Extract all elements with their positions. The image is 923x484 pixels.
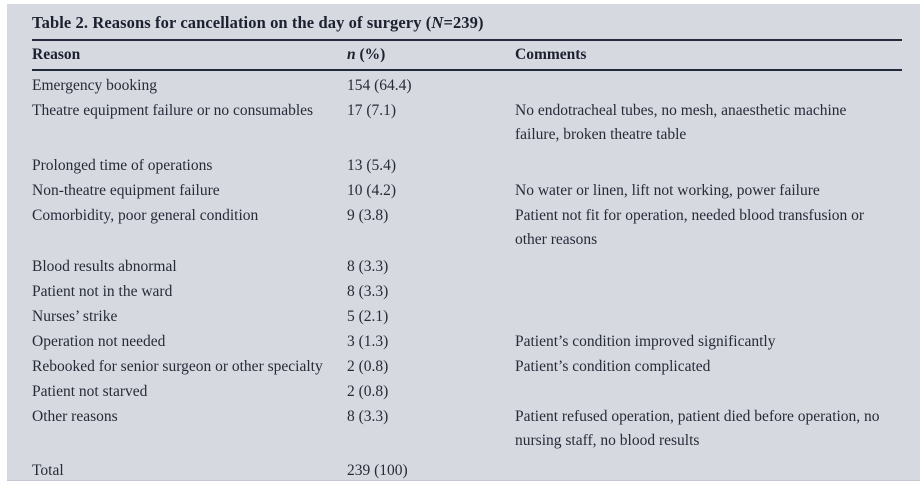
cell-reason: Total (32, 461, 64, 479)
cell-reason: Nurses’ strike (32, 308, 118, 325)
cell-comments (515, 70, 902, 99)
cell-comments (515, 454, 902, 484)
table-row: Other reasons 8 (3.3) Patient refused op… (32, 405, 902, 454)
cell-n: 8 (3.3) (347, 408, 389, 425)
table-row: Comorbidity, poor general condition 9 (3… (32, 203, 902, 252)
table-row: Operation not needed 3 (1.3) Patient’s c… (32, 330, 902, 355)
header-row: Reason n (%) Comments (32, 41, 902, 71)
cell-reason: Other reasons (32, 408, 118, 425)
table-body: Emergency booking 154 (64.4) Theatre equ… (32, 70, 902, 483)
cell-comments: No endotracheal tubes, no mesh, anaesthe… (515, 102, 847, 143)
table-row: Patient not starved 2 (0.8) (32, 380, 902, 405)
cell-comments (515, 380, 902, 405)
cell-reason: Comorbidity, poor general condition (32, 206, 259, 224)
table-row: Patient not in the ward 8 (3.3) (32, 280, 902, 305)
cell-reason: Non-theatre equipment failure (32, 181, 220, 199)
header-n-rest: (%) (355, 46, 386, 63)
cell-comments (515, 148, 902, 179)
cell-reason: Theatre equipment failure or no consumab… (32, 102, 314, 119)
cell-comments: Patient’s condition improved significant… (515, 333, 776, 350)
cell-n: 2 (0.8) (347, 358, 389, 375)
table-row: Total 239 (100) (32, 454, 902, 484)
table-row: Non-theatre equipment failure 10 (4.2) N… (32, 178, 902, 203)
cell-comments: No water or linen, lift not working, pow… (515, 181, 820, 199)
cell-n: 5 (2.1) (347, 308, 389, 325)
cell-comments: Patient’s condition complicated (515, 358, 711, 375)
cell-comments: Patient refused operation, patient died … (515, 408, 880, 449)
cell-reason: Patient not starved (32, 383, 148, 400)
table-title-nvar: N (431, 13, 444, 32)
header-n-percent: n (%) (347, 41, 515, 71)
table-row: Emergency booking 154 (64.4) (32, 70, 902, 99)
cell-reason: Emergency booking (32, 77, 157, 94)
table-panel: Table 2. Reasons for cancellation on the… (7, 4, 920, 481)
reasons-table: Reason n (%) Comments Emergency booking … (32, 41, 902, 483)
table-title-tail: =239) (443, 13, 484, 32)
cell-comments (515, 252, 902, 280)
cell-comments: Patient not fit for operation, needed bl… (515, 206, 865, 248)
cell-n: 13 (5.4) (347, 156, 397, 174)
cell-comments (515, 280, 902, 305)
table-row: Rebooked for senior surgeon or other spe… (32, 355, 902, 380)
cell-n: 154 (64.4) (347, 77, 412, 94)
table-row: Blood results abnormal 8 (3.3) (32, 252, 902, 280)
cell-n: 9 (3.8) (347, 206, 389, 224)
cell-reason: Rebooked for senior surgeon or other spe… (32, 358, 323, 375)
cell-reason: Blood results abnormal (32, 258, 177, 275)
cell-reason: Patient not in the ward (32, 283, 173, 300)
table-row: Prolonged time of operations 13 (5.4) (32, 148, 902, 179)
cell-n: 239 (100) (347, 461, 408, 479)
header-comments: Comments (515, 41, 902, 71)
header-reason: Reason (32, 41, 347, 71)
header-n-italic: n (347, 46, 356, 63)
cell-n: 8 (3.3) (347, 258, 389, 275)
table-row: Nurses’ strike 5 (2.1) (32, 305, 902, 330)
cell-n: 8 (3.3) (347, 283, 389, 300)
cell-n: 2 (0.8) (347, 383, 389, 400)
cell-n: 17 (7.1) (347, 102, 397, 119)
table-inner: Table 2. Reasons for cancellation on the… (7, 4, 920, 483)
table-title-lead: Table 2. Reasons for cancellation on the… (32, 13, 432, 32)
cell-reason: Operation not needed (32, 333, 166, 350)
table-title: Table 2. Reasons for cancellation on the… (32, 4, 902, 41)
cell-n: 10 (4.2) (347, 181, 397, 199)
cell-comments (515, 305, 902, 330)
table-row: Theatre equipment failure or no consumab… (32, 99, 902, 148)
table-header: Reason n (%) Comments (32, 41, 902, 71)
cell-n: 3 (1.3) (347, 333, 389, 350)
cell-reason: Prolonged time of operations (32, 156, 213, 174)
